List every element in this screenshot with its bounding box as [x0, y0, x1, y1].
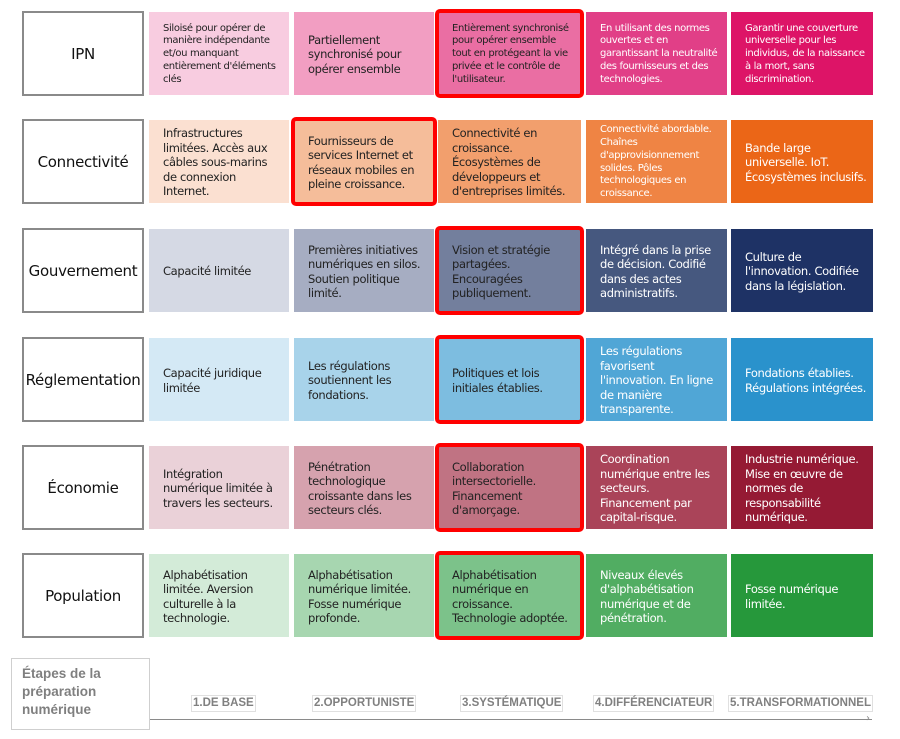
- stage-label-2: 2.OPPORTUNISTE: [312, 695, 417, 712]
- matrix-cell: Intégré dans la prise de décision. Codif…: [586, 229, 727, 312]
- cell-text: Alphabétisation numérique en croissance.…: [452, 567, 568, 626]
- row-label: Réglementation: [22, 337, 144, 422]
- cell-text: Connectivité en croissance. Écosystèmes …: [452, 126, 566, 199]
- cell-text: Infrastructures limitées. Accès aux câbl…: [163, 126, 268, 199]
- matrix-cell: Infrastructures limitées. Accès aux câbl…: [149, 120, 289, 203]
- matrix-cell: Culture de l'innovation. Codifiée dans l…: [731, 229, 873, 312]
- stage-label-5: 5.TRANSFORMATIONNEL: [728, 695, 873, 712]
- matrix-cell: Les régulations favorisent l'innovation.…: [586, 338, 727, 421]
- matrix-cell: Collaboration intersectorielle. Financem…: [435, 443, 584, 532]
- stage-axis-line: [150, 719, 872, 720]
- axis-title: Étapes de la préparation numérique: [11, 658, 150, 730]
- row-label: Économie: [22, 445, 144, 530]
- cell-text: Alphabétisation numérique limitée. Fosse…: [308, 567, 411, 626]
- cell-text: Intégré dans la prise de décision. Codif…: [600, 242, 711, 301]
- cell-text: Intégration numérique limitée à travers …: [163, 466, 273, 510]
- cell-text: Culture de l'innovation. Codifiée dans l…: [745, 249, 859, 293]
- stage-label-1: 1.DE BASE: [191, 695, 256, 712]
- matrix-cell: Fournisseurs de services Internet et rés…: [291, 117, 437, 206]
- matrix-cell: Fondations établies. Régulations intégré…: [731, 338, 873, 421]
- stage-label-4: 4.DIFFÉRENCIATEUR: [593, 695, 715, 712]
- cell-text: Vision et stratégie partagées. Encouragé…: [452, 242, 550, 301]
- matrix-cell: En utilisant des normes ouvertes et en g…: [586, 12, 727, 95]
- cell-text: Alphabétisation limitée. Aversion cultur…: [163, 567, 254, 626]
- matrix-cell: Entièrement synchronisé pour opérer ense…: [435, 9, 584, 98]
- cell-text: Connectivité abordable. Chaînes d'approv…: [600, 124, 712, 200]
- cell-text: Politiques et lois initiales établies.: [452, 366, 543, 395]
- row-label: Connectivité: [22, 119, 144, 204]
- row-label: IPN: [22, 11, 144, 96]
- matrix-cell: Niveaux élevés d'alphabétisation numériq…: [586, 554, 727, 637]
- cell-text: Coordination numérique entre les secteur…: [600, 452, 710, 525]
- matrix-cell: Partiellement synchronisé pour opérer en…: [294, 12, 434, 95]
- matrix-cell: Vision et stratégie partagées. Encouragé…: [435, 226, 584, 315]
- cell-text: Bande large universelle. IoT. Écosystème…: [745, 140, 867, 184]
- matrix-cell: Les régulations soutiennent les fondatio…: [294, 338, 434, 421]
- matrix-cell: Connectivité en croissance. Écosystèmes …: [438, 120, 581, 203]
- matrix-cell: Bande large universelle. IoT. Écosystème…: [731, 120, 873, 203]
- matrix-cell: Capacité juridique limitée: [149, 338, 289, 421]
- matrix-cell: Capacité limitée: [149, 229, 289, 312]
- cell-text: Premières initiatives numériques en silo…: [308, 242, 421, 301]
- matrix-cell: Alphabétisation numérique limitée. Fosse…: [294, 554, 434, 637]
- cell-text: Capacité juridique limitée: [163, 366, 262, 395]
- matrix-cell: Siloisé pour opérer de manière indépenda…: [149, 12, 289, 95]
- cell-text: En utilisant des normes ouvertes et en g…: [600, 22, 718, 85]
- cell-text: Niveaux élevés d'alphabétisation numériq…: [600, 567, 694, 626]
- row-label: Population: [22, 553, 144, 638]
- matrix-cell: Industrie numérique. Mise en œuvre de no…: [731, 446, 873, 529]
- matrix-cell: Intégration numérique limitée à travers …: [149, 446, 289, 529]
- cell-text: Les régulations favorisent l'innovation.…: [600, 344, 713, 417]
- matrix-cell: Connectivité abordable. Chaînes d'approv…: [586, 120, 727, 203]
- matrix-cell: Alphabétisation numérique en croissance.…: [435, 551, 584, 640]
- matrix-cell: Garantir une couverture universelle pour…: [731, 12, 873, 95]
- matrix-cell: Coordination numérique entre les secteur…: [586, 446, 727, 529]
- cell-text: Siloisé pour opérer de manière indépenda…: [163, 22, 276, 85]
- cell-text: Industrie numérique. Mise en œuvre de no…: [745, 452, 859, 525]
- matrix-cell: Pénétration technologique croissante dan…: [294, 446, 434, 529]
- matrix-cell: Politiques et lois initiales établies.: [435, 335, 584, 424]
- cell-text: Fosse numérique limitée.: [745, 582, 839, 611]
- cell-text: Collaboration intersectorielle. Financem…: [452, 459, 536, 518]
- matrix-cell: Fosse numérique limitée.: [731, 554, 873, 637]
- cell-text: Entièrement synchronisé pour opérer ense…: [452, 22, 569, 85]
- cell-text: Pénétration technologique croissante dan…: [308, 459, 412, 518]
- cell-text: Les régulations soutiennent les fondatio…: [308, 358, 392, 402]
- matrix-cell: Premières initiatives numériques en silo…: [294, 229, 434, 312]
- cell-text: Capacité limitée: [163, 264, 252, 279]
- cell-text: Fournisseurs de services Internet et rés…: [308, 133, 415, 192]
- cell-text: Partiellement synchronisé pour opérer en…: [308, 32, 402, 76]
- cell-text: Fondations établies. Régulations intégré…: [745, 366, 866, 395]
- matrix-cell: Alphabétisation limitée. Aversion cultur…: [149, 554, 289, 637]
- stage-label-3: 3.SYSTÉMATIQUE: [460, 695, 564, 712]
- cell-text: Garantir une couverture universelle pour…: [745, 22, 865, 85]
- row-label: Gouvernement: [22, 228, 144, 313]
